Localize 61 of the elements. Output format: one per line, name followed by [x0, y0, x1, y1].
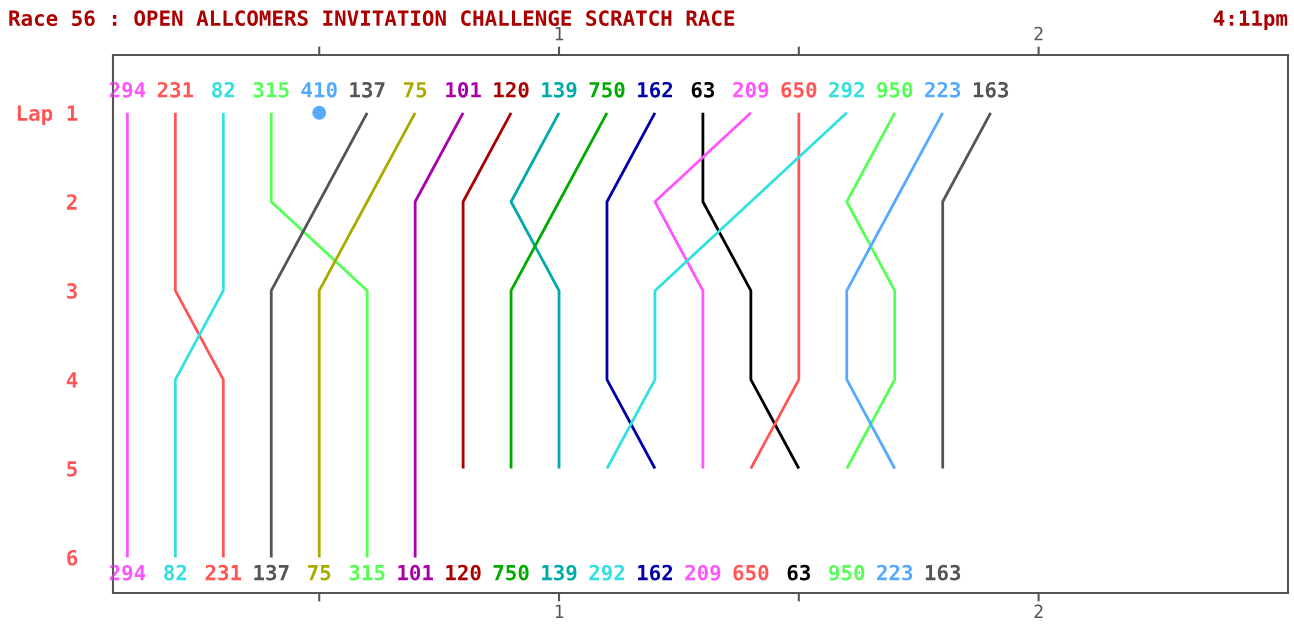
x2-tick-label: 2	[1034, 26, 1043, 41]
series-label: 209	[733, 81, 769, 98]
series-label: 410	[301, 81, 337, 98]
line-series	[317, 111, 417, 559]
line-series	[845, 111, 945, 470]
text: 120	[446, 564, 481, 581]
line-series	[653, 111, 753, 470]
series-label: 137	[254, 564, 289, 581]
text: 650	[733, 564, 769, 581]
x2-tick-label: 1	[555, 26, 564, 41]
line-series	[701, 111, 801, 470]
text: 101	[446, 81, 481, 98]
series-label: 231	[205, 564, 242, 581]
text: 223	[877, 564, 913, 581]
series-label: 315	[349, 564, 385, 581]
line-series	[509, 111, 561, 470]
line-series	[605, 111, 657, 470]
series-label: 950	[877, 81, 913, 98]
line-series	[413, 111, 465, 559]
chart-title: Race 56 : OPEN ALLCOMERS INVITATION CHALLENGE SCRATCH RACE	[9, 10, 735, 27]
y-tick-label: 6	[67, 549, 78, 566]
text: 950	[829, 564, 865, 581]
y-tick-label: Lap 1	[17, 105, 78, 126]
text: 63	[787, 564, 811, 581]
series-label: 292	[829, 81, 864, 98]
text: 750	[493, 564, 529, 581]
text: 162	[638, 564, 673, 581]
series-label: 163	[973, 81, 1009, 98]
text: 139	[542, 564, 577, 581]
text: 82	[212, 81, 235, 98]
line-series	[845, 111, 897, 470]
y-tick-label: 5	[67, 461, 77, 477]
series-label: 63	[691, 81, 715, 98]
line-series	[941, 111, 993, 470]
line-series	[749, 111, 801, 470]
y-tick-label: 2	[66, 194, 77, 210]
series-label: 139	[542, 81, 577, 98]
series-label: 750	[589, 81, 625, 98]
series-label: 162	[638, 81, 673, 98]
text: 209	[685, 564, 721, 581]
series-label: 101	[398, 564, 433, 581]
text: 75	[403, 82, 427, 98]
series-label: 650	[781, 81, 817, 98]
text: 315	[253, 81, 289, 98]
text: 231	[157, 81, 194, 98]
line-series	[126, 111, 129, 559]
text: 137	[350, 81, 385, 98]
text: 292	[589, 564, 625, 581]
text: 163	[925, 564, 961, 581]
y-tick-label: 3	[67, 283, 77, 299]
series-label: 75	[308, 565, 331, 581]
line-series	[605, 111, 849, 470]
line-series	[461, 111, 513, 470]
series-label: 82	[164, 564, 187, 581]
line-series	[509, 111, 609, 470]
y-tick-label: 4	[66, 372, 78, 388]
series-label: 223	[925, 81, 961, 98]
line-series	[269, 111, 369, 559]
text: 4:11pm	[1213, 10, 1288, 31]
series-label: 120	[494, 81, 529, 98]
line-series	[173, 111, 225, 559]
